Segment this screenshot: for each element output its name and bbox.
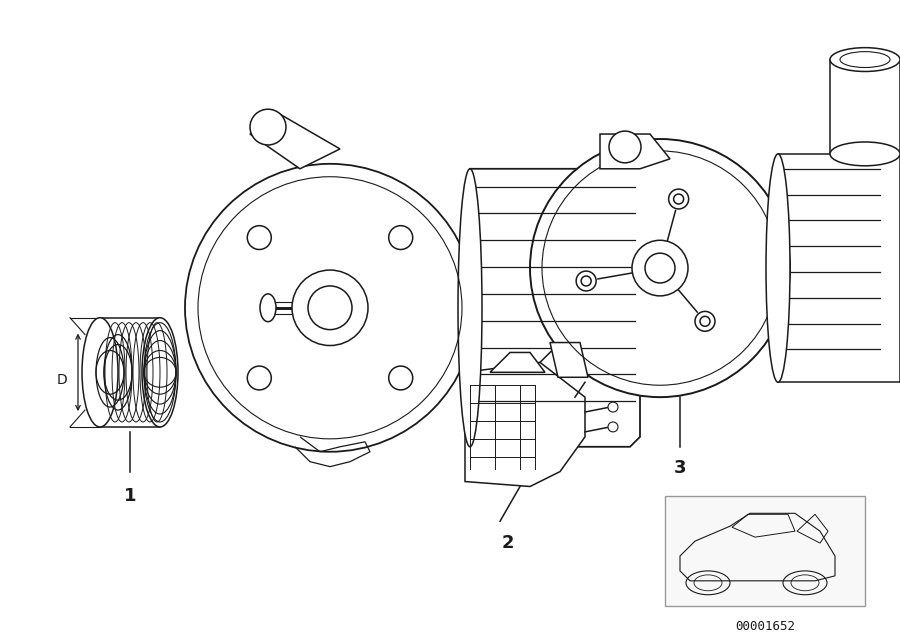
Ellipse shape [185,164,475,451]
Bar [665,497,865,606]
Polygon shape [470,169,640,447]
Ellipse shape [581,276,591,286]
Ellipse shape [830,48,900,72]
Text: 00001652: 00001652 [735,620,795,632]
Ellipse shape [260,294,276,322]
Text: 1: 1 [124,486,136,504]
Polygon shape [600,134,670,169]
Ellipse shape [142,318,178,427]
Ellipse shape [389,225,413,250]
Ellipse shape [458,169,482,447]
Ellipse shape [248,366,271,390]
Ellipse shape [248,225,271,250]
Polygon shape [250,114,340,169]
Ellipse shape [669,189,689,209]
Ellipse shape [389,366,413,390]
Ellipse shape [830,142,900,166]
Ellipse shape [609,131,641,163]
Ellipse shape [632,240,688,296]
Polygon shape [550,342,588,377]
Ellipse shape [308,286,352,330]
Ellipse shape [700,316,710,326]
Text: D: D [57,373,68,387]
Ellipse shape [250,109,286,145]
Ellipse shape [292,270,368,345]
Ellipse shape [695,311,715,331]
Polygon shape [490,352,545,372]
Polygon shape [465,363,585,486]
Ellipse shape [608,422,618,432]
Ellipse shape [576,271,596,291]
Ellipse shape [82,318,118,427]
Ellipse shape [766,154,790,382]
Ellipse shape [673,194,684,204]
Text: 3: 3 [674,458,686,477]
Polygon shape [830,60,900,154]
Ellipse shape [608,402,618,412]
Text: 2: 2 [502,534,514,552]
Ellipse shape [645,253,675,283]
Ellipse shape [530,139,790,397]
